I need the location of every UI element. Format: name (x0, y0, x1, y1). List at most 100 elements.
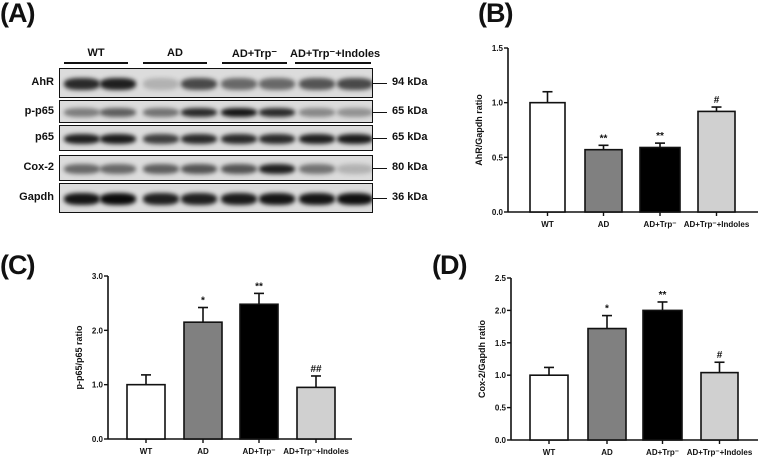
x-tick-label: AD+Trp⁻+Indoles (684, 220, 750, 229)
kda-marker-line (373, 198, 387, 200)
y-axis-label: Cox-2/Gapdh ratio (477, 319, 487, 398)
blot-group-label: AD+Trp⁻+Indoles (290, 48, 381, 60)
protein-band (337, 107, 372, 118)
protein-band (143, 193, 179, 205)
kda-label: 80 kDa (392, 161, 428, 173)
bar-chart-cox2-gapdh: 0.0 0.5 1.0 1.5 2.0 2.5 Cox-2/Gapdh ratio WT AD *… (477, 274, 758, 457)
protein-band (100, 78, 136, 90)
x-tick-label: AD (598, 220, 610, 229)
kda-marker-line (373, 111, 387, 113)
protein-band (221, 163, 257, 175)
blot-group-label: WT (87, 47, 105, 59)
y-axis-label: p-p65/p65 ratio (74, 325, 84, 390)
x-tick-label: WT (541, 220, 554, 229)
protein-band (64, 107, 100, 118)
x-tick-label: AD+Trp⁻+Indoles (283, 447, 349, 456)
y-tick-label: 1.5 (492, 44, 504, 53)
protein-band (221, 193, 257, 205)
protein-band (337, 163, 372, 175)
bar-2 (639, 146, 681, 213)
y-tick-label: 1.5 (495, 339, 507, 348)
y-tick-label: 0.0 (492, 208, 504, 217)
kda-label: 36 kDa (392, 191, 428, 203)
protein-band (181, 163, 217, 175)
significance-marker: ## (310, 364, 322, 375)
blot-group-underline (222, 62, 287, 64)
y-tick-label: 0.5 (492, 153, 504, 162)
protein-band (337, 78, 372, 90)
kda-marker-line (373, 83, 387, 85)
blot-row-label: p-p65 (24, 104, 54, 117)
kda-marker-line (373, 168, 387, 170)
protein-band (299, 193, 335, 205)
blot-row-label: Gapdh (19, 191, 54, 203)
panel-label-d: (D) (432, 250, 467, 280)
protein-band (100, 193, 136, 205)
bar-3 (697, 110, 736, 213)
protein-band (299, 107, 335, 118)
protein-band (181, 133, 217, 145)
blot-group-underline (64, 62, 128, 64)
protein-band (259, 163, 295, 175)
blot-row-label: AhR (31, 76, 54, 88)
protein-band (299, 163, 335, 175)
y-tick-label: 0.5 (495, 404, 507, 413)
protein-band (100, 133, 136, 145)
bar-2 (239, 303, 279, 440)
significance-marker: ** (255, 281, 263, 292)
protein-band (64, 78, 100, 90)
protein-band (299, 133, 335, 145)
protein-band (64, 163, 100, 175)
y-tick-label: 1.0 (495, 371, 507, 380)
protein-band (143, 163, 179, 175)
blot-row-label: Cox-2 (23, 161, 54, 173)
significance-marker: ** (656, 131, 664, 142)
protein-band (181, 78, 217, 90)
bar-1 (183, 321, 223, 440)
y-tick-label: 0.0 (92, 435, 104, 444)
significance-marker: * (605, 304, 609, 315)
bar-1 (584, 148, 623, 213)
kda-label: 65 kDa (392, 131, 428, 143)
bar-0 (126, 383, 166, 440)
x-tick-label: WT (543, 448, 556, 457)
blot-row-label: p65 (35, 131, 54, 143)
y-tick-label: 2.0 (495, 306, 507, 315)
bar-chart-ahr-gapdh: 0.0 0.5 1.0 1.5 AhR/Gapdh ratio WT AD ** AD+Trp⁻… (474, 44, 758, 229)
y-tick-label: 1.0 (492, 99, 504, 108)
y-tick-label: 2.0 (92, 326, 104, 335)
protein-band (64, 133, 100, 145)
blot-group-underline (143, 62, 207, 64)
significance-marker: # (714, 95, 720, 106)
panel-label-b: (B) (478, 0, 513, 28)
y-axis-label: AhR/Gapdh ratio (474, 94, 484, 166)
protein-band (337, 133, 372, 145)
protein-band (221, 78, 257, 90)
protein-band (143, 133, 179, 145)
blot-row-gapdh (59, 183, 373, 213)
protein-band (221, 133, 257, 145)
protein-band (143, 107, 179, 118)
x-tick-label: AD+Trp⁻+Indoles (687, 448, 753, 457)
protein-band (64, 193, 100, 205)
protein-band (181, 193, 217, 205)
protein-band (100, 107, 136, 118)
protein-band (143, 78, 179, 90)
blot-row-cox-2 (59, 155, 373, 181)
bar-1 (587, 327, 627, 441)
kda-label: 94 kDa (392, 76, 428, 88)
significance-marker: ** (600, 133, 608, 144)
bar-3 (700, 371, 739, 441)
panel-label-a: (A) (0, 0, 35, 28)
protein-band (100, 163, 136, 175)
kda-marker-line (373, 138, 387, 140)
protein-band (299, 78, 335, 90)
blot-group-label: AD+Trp⁻ (231, 48, 278, 60)
protein-band (259, 107, 295, 118)
y-tick-label: 2.5 (495, 274, 507, 283)
x-tick-label: AD+Trp⁻ (644, 220, 677, 229)
bar-2 (642, 309, 683, 441)
x-tick-label: AD (601, 448, 613, 457)
blot-row-p65 (59, 125, 373, 151)
significance-marker: ** (659, 290, 667, 301)
